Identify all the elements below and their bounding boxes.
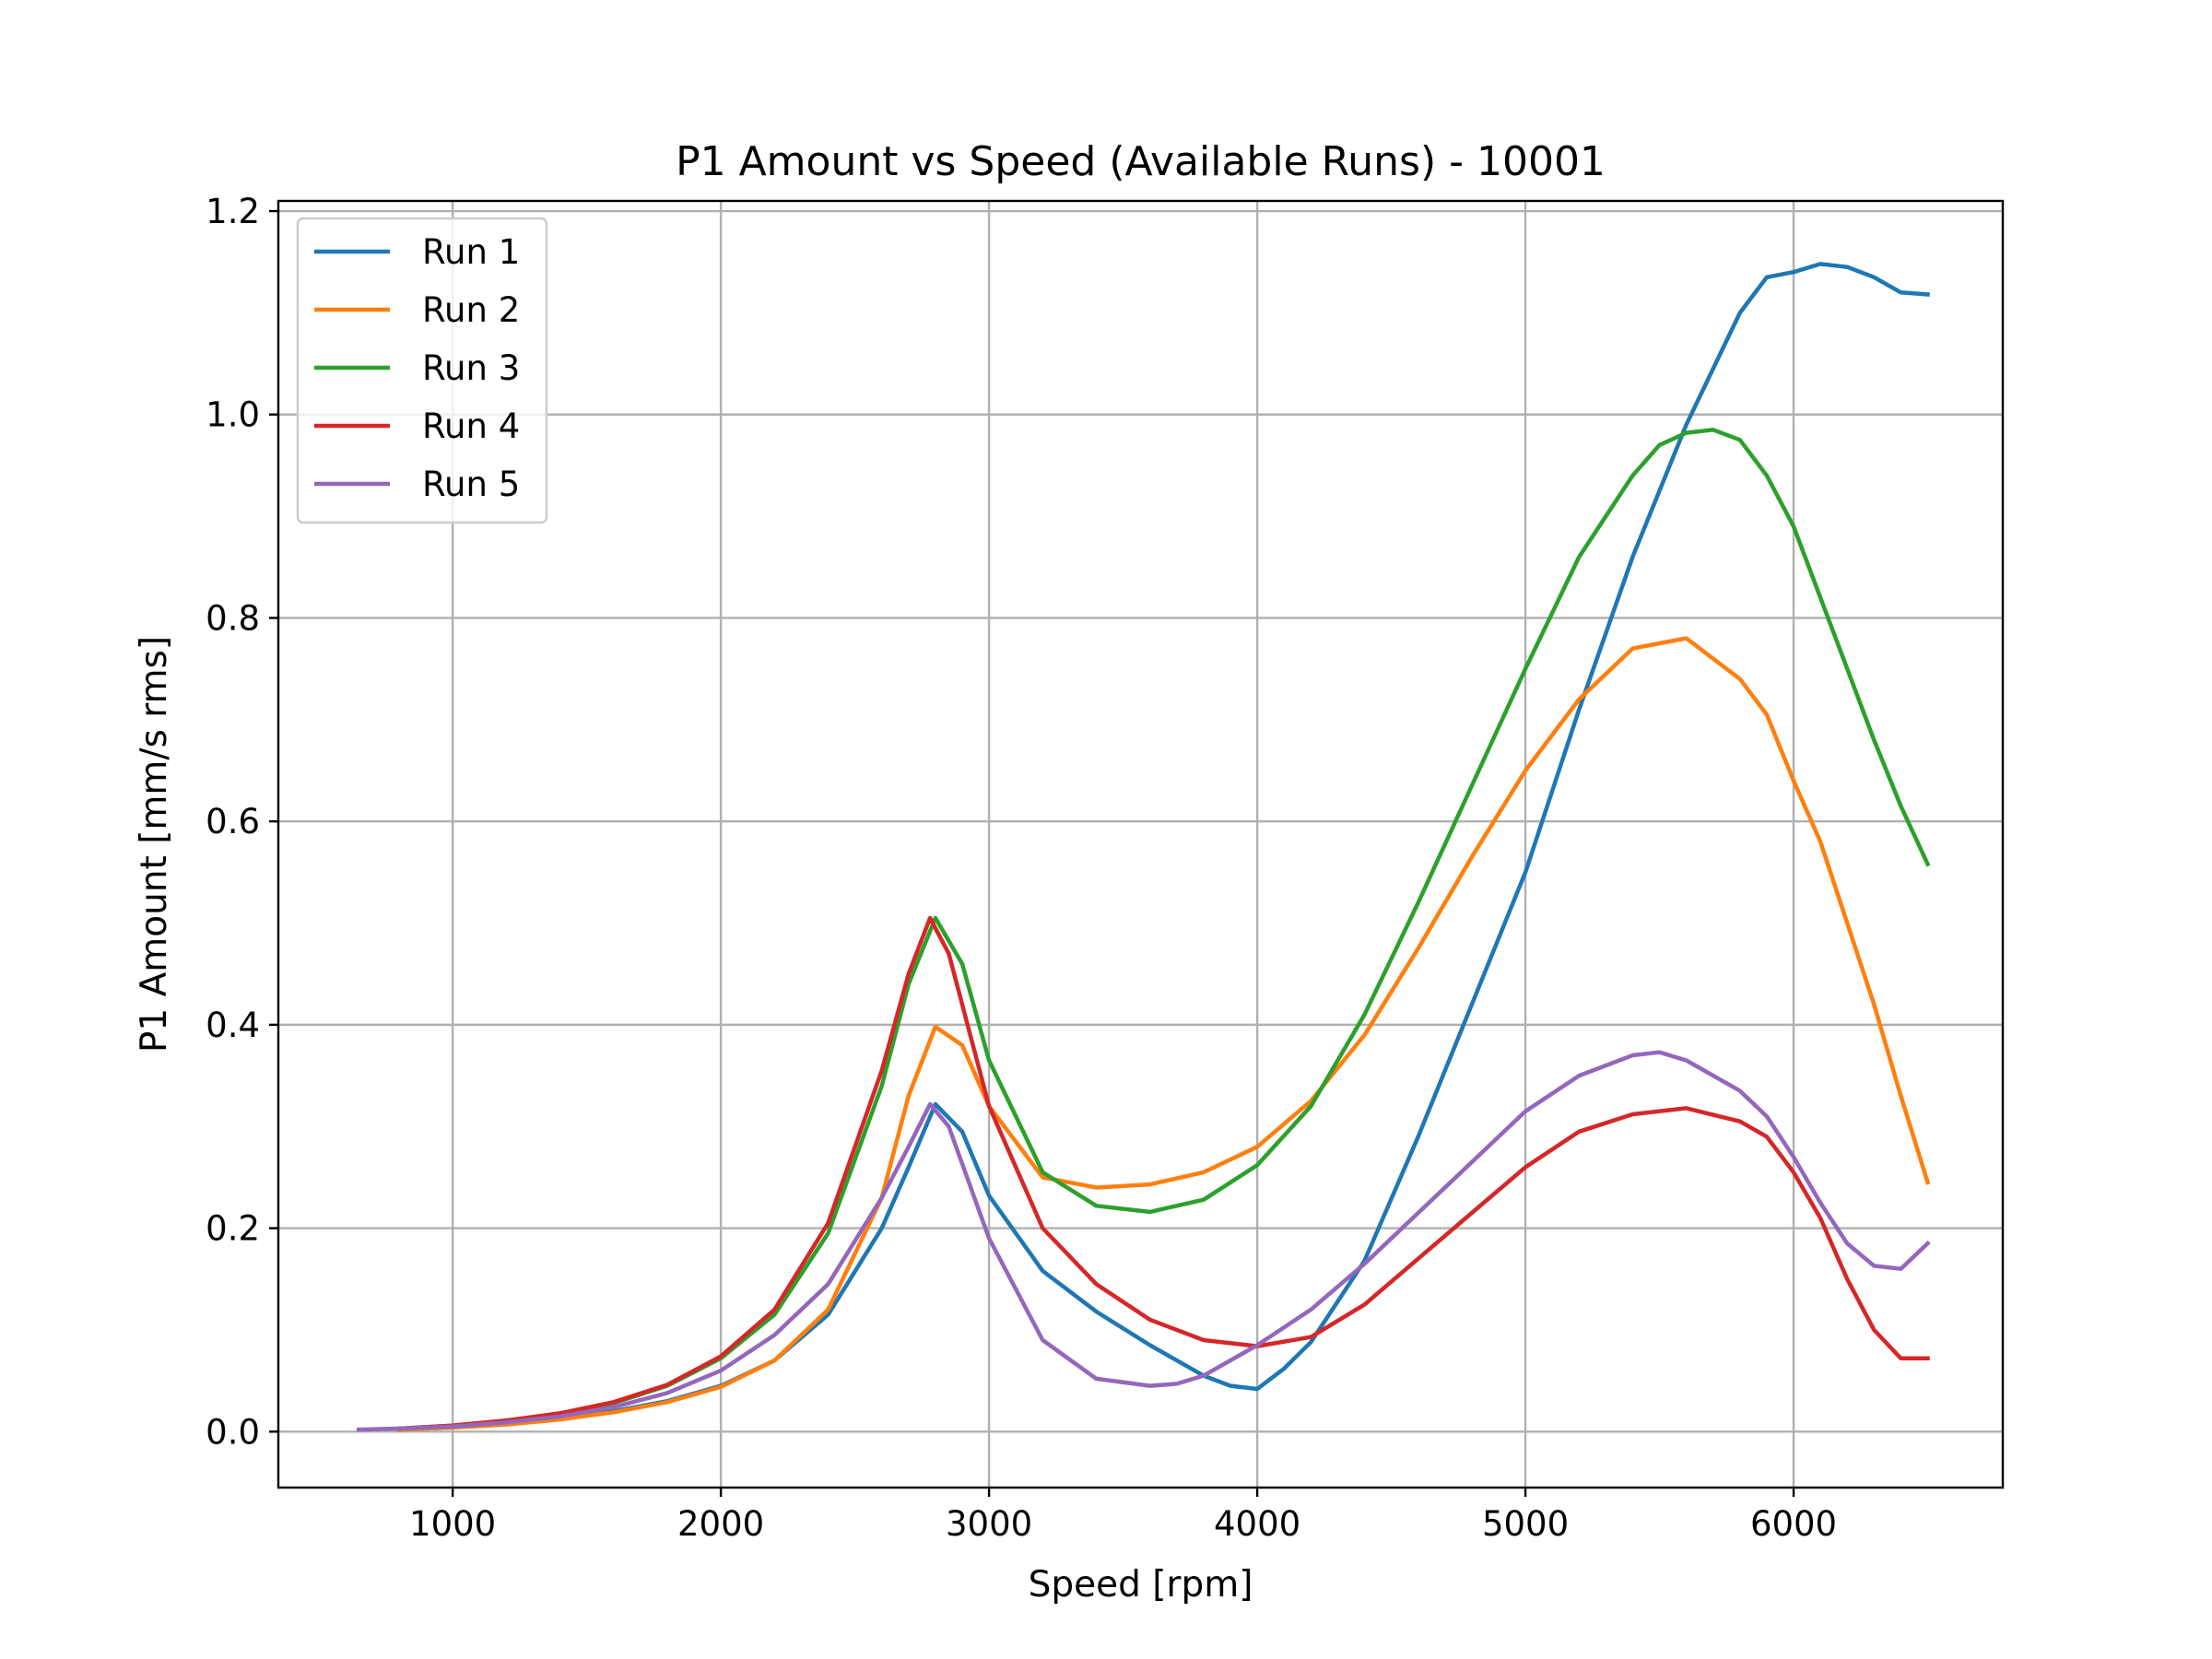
legend-label: Run 5 <box>422 465 520 504</box>
chart-title: P1 Amount vs Speed (Available Runs) - 10… <box>676 138 1606 185</box>
legend-label: Run 3 <box>422 348 520 388</box>
y-axis-label: P1 Amount [mm/s rms] <box>134 636 175 1053</box>
y-tick-label: 0.0 <box>206 1412 260 1452</box>
x-tick-label: 1000 <box>409 1504 496 1544</box>
legend-label: Run 4 <box>422 406 520 446</box>
axis-ticks: 1000 2000 3000 4000 5000 6000 0.0 0.2 0.4 0.6 0.8 1… <box>206 192 1837 1544</box>
y-tick-label: 1.0 <box>206 395 260 435</box>
x-tick-label: 3000 <box>946 1504 1032 1544</box>
legend-label: Run 2 <box>422 290 520 330</box>
x-tick-label: 4000 <box>1214 1504 1300 1544</box>
y-tick-label: 0.2 <box>206 1209 260 1249</box>
series-line-run-4 <box>396 915 1930 1431</box>
y-tick-label: 0.8 <box>206 598 260 638</box>
series-lines <box>356 262 1931 1432</box>
legend-box <box>296 217 548 524</box>
plot-frame <box>276 199 2005 1489</box>
x-tick-label: 2000 <box>677 1504 764 1544</box>
x-tick-label: 5000 <box>1482 1504 1569 1544</box>
y-tick-label: 0.6 <box>206 802 260 841</box>
y-tick-label: 1.2 <box>206 192 260 231</box>
legend-label: Run 1 <box>422 232 520 272</box>
series-line-run-5 <box>356 1050 1931 1432</box>
series-line-run-2 <box>396 636 1931 1432</box>
x-axis-label: Speed [rpm] <box>1029 1564 1253 1606</box>
x-tick-label: 6000 <box>1750 1504 1837 1544</box>
legend: Run 1 Run 2 Run 3 Run 4 Run 5 <box>296 217 548 524</box>
grid <box>278 201 2003 1488</box>
y-tick-label: 0.4 <box>206 1006 260 1045</box>
